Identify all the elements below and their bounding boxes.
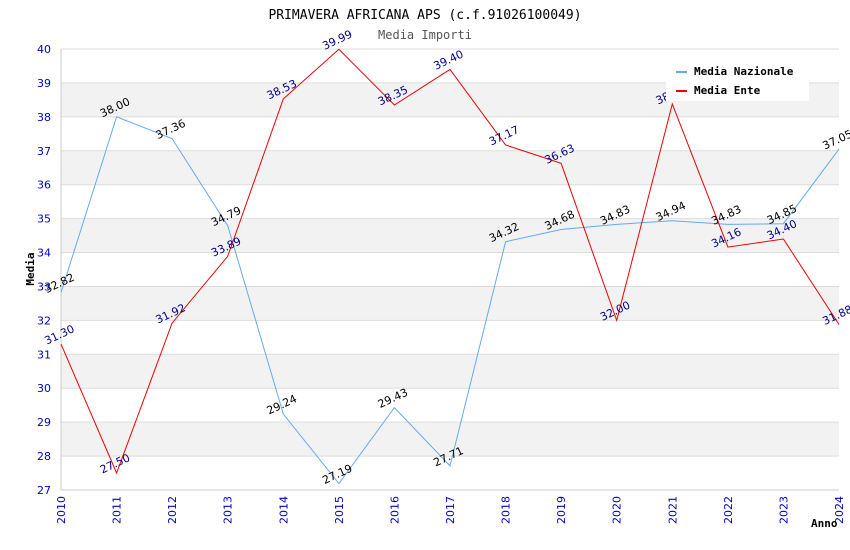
x-tick-label: 2020: [611, 496, 624, 524]
grid-bands: [61, 82, 839, 457]
series-line-media-nazionale: [60, 116, 840, 485]
x-tick-label: 2018: [500, 496, 513, 524]
chart-subtitle: Media Importi: [378, 28, 472, 42]
grid-band: [61, 354, 839, 389]
x-tick-labels: 2010 2011 2012 2013 2014 2015 2016 2017 2018 2019…: [55, 496, 846, 524]
x-tick-label: 2023: [777, 496, 790, 524]
x-tick-label: 2012: [166, 496, 179, 524]
grid-band: [61, 422, 839, 457]
y-tick-label: 29: [37, 416, 51, 429]
legend-label-media-ente: Media Ente: [694, 84, 761, 97]
y-tick-label: 34: [37, 247, 51, 260]
y-tick-label: 36: [37, 179, 51, 192]
y-tick-labels: 27 28 29 30 31 32 33 34 35 36 37 38 39 40: [37, 43, 51, 497]
y-tick-label: 33: [37, 280, 51, 293]
x-axis-label: Anno: [811, 517, 838, 530]
x-tick-label: 2017: [444, 496, 457, 524]
data-label: 27.19: [320, 462, 354, 487]
x-tick-label: 2014: [277, 496, 290, 524]
x-tick-label: 2019: [555, 496, 568, 524]
series-line-media-ente: [60, 48, 840, 475]
legend-label-media-nazionale: Media Nazionale: [694, 65, 794, 78]
x-tick-label: 2016: [388, 496, 401, 524]
series-lines: [60, 48, 840, 485]
data-label: 29.43: [376, 386, 410, 411]
x-tick-label: 2024: [833, 496, 846, 524]
y-tick-label: 40: [37, 43, 51, 56]
y-tick-label: 27: [37, 484, 51, 497]
data-label: 29.24: [265, 392, 299, 417]
x-tick-label: 2013: [222, 496, 235, 524]
y-tick-label: 37: [37, 145, 51, 158]
y-axis-label: Media: [24, 252, 37, 285]
chart-title: PRIMAVERA AFRICANA APS (c.f.91026100049): [268, 8, 581, 23]
y-tick-label: 28: [37, 450, 51, 463]
x-tick-label: 2015: [333, 496, 346, 524]
y-tick-label: 35: [37, 213, 51, 226]
x-tick-label: 2022: [722, 496, 735, 524]
y-tick-label: 30: [37, 382, 51, 395]
x-tick-label: 2021: [666, 496, 679, 524]
y-tick-label: 38: [37, 111, 51, 124]
grid-band: [61, 286, 839, 321]
y-tick-label: 39: [37, 77, 51, 90]
legend-background: [666, 61, 809, 101]
grid-band: [61, 150, 839, 185]
y-tick-label: 31: [37, 348, 51, 361]
data-label: 37.05: [820, 127, 850, 152]
x-tick-label: 2011: [111, 496, 124, 524]
y-tick-label: 32: [37, 314, 51, 327]
legend: Media Nazionale Media Ente: [666, 61, 809, 101]
grid-band: [61, 218, 839, 253]
data-label: 39.40: [431, 48, 465, 73]
x-tick-label: 2010: [55, 496, 68, 524]
